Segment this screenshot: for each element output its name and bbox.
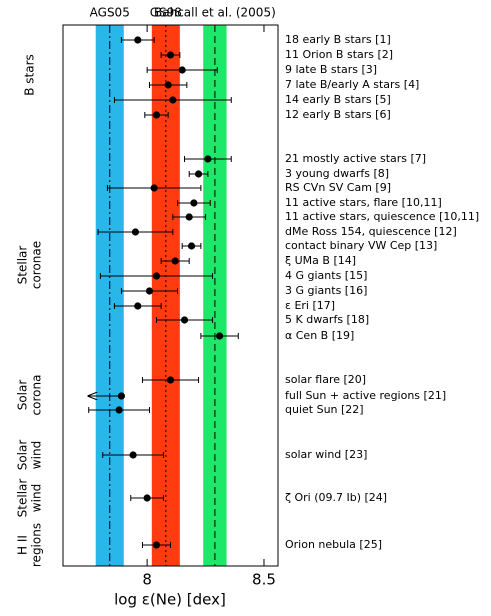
group-label: coronae [30,241,44,289]
data-point [215,332,224,340]
point-label: 21 mostly active stars [7] [285,152,426,165]
group-label: wind [30,441,44,469]
data-point [171,257,179,265]
data-point [187,242,196,250]
band-label: Bahcall et al. (2005) [154,6,276,20]
point-label: 5 K dwarfs [18] [285,313,369,326]
data-point [166,51,175,59]
data-point [143,494,151,502]
x-axis-label: log ε(Ne) [dex] [114,591,226,609]
group-label: Stellar [16,246,30,285]
band-label: AGS05 [90,6,130,20]
group-label: Solar [16,440,30,471]
group-label: Stellar [16,479,30,518]
point-label: full Sun + active regions [21] [285,389,446,402]
point-label: RS CVn SV Cam [9] [285,181,391,194]
point-label: 18 early B stars [1] [285,33,391,46]
data-point [131,228,140,236]
data-point [152,541,161,549]
data-point [145,287,154,295]
data-point [190,199,198,207]
point-label: ε Eri [17] [285,299,335,312]
point-label: dMe Ross 154, quiescence [12] [285,225,457,238]
point-label: 9 late B stars [3] [285,63,377,76]
x-tick-label: 8 [142,571,152,589]
plot-frame [62,24,279,567]
data-point [129,451,137,459]
point-label: 3 G giants [16] [285,284,367,297]
point-label: 4 G giants [15] [285,269,367,282]
group-label: wind [30,484,44,512]
point-label: solar flare [20] [285,373,366,386]
data-point [204,155,212,163]
data-point [194,170,203,178]
group-label: Solar [16,380,30,411]
data-point [152,272,161,280]
point-label: ξ UMa B [14] [285,254,356,267]
point-label: contact binary VW Cep [13] [285,239,437,252]
point-label: 11 active stars, quiescence [10,11] [285,210,479,223]
group-label: corona [30,375,44,416]
data-point [180,316,189,324]
point-label: Orion nebula [25] [285,538,382,551]
group-label: H II [16,535,30,555]
data-point [164,81,172,89]
group-label: B stars [23,54,37,96]
data-point [134,36,142,44]
data-point [178,66,186,74]
data-point [169,96,177,104]
point-label: 11 active stars, flare [10,11] [285,196,442,209]
point-label: 12 early B stars [6] [285,108,391,121]
data-point [115,406,123,414]
x-tick-label: 8.5 [252,571,276,589]
point-label: ζ Ori (09.7 Ib) [24] [285,491,387,504]
group-label: regions [30,523,44,567]
point-label: 11 Orion B stars [2] [285,48,393,61]
data-point [134,302,142,310]
point-label: quiet Sun [22] [285,403,364,416]
point-label: solar wind [23] [285,448,367,461]
point-label: α Cen B [19] [285,329,354,342]
data-point [166,376,175,384]
data-point [117,392,126,400]
band-label: GS98 [150,6,182,20]
point-label: 3 young dwarfs [8] [285,167,389,180]
data-point [185,213,193,221]
data-point [152,111,161,119]
point-label: 14 early B stars [5] [285,93,391,106]
data-point [150,184,158,192]
point-label: 7 late B/early A stars [4] [285,78,419,91]
